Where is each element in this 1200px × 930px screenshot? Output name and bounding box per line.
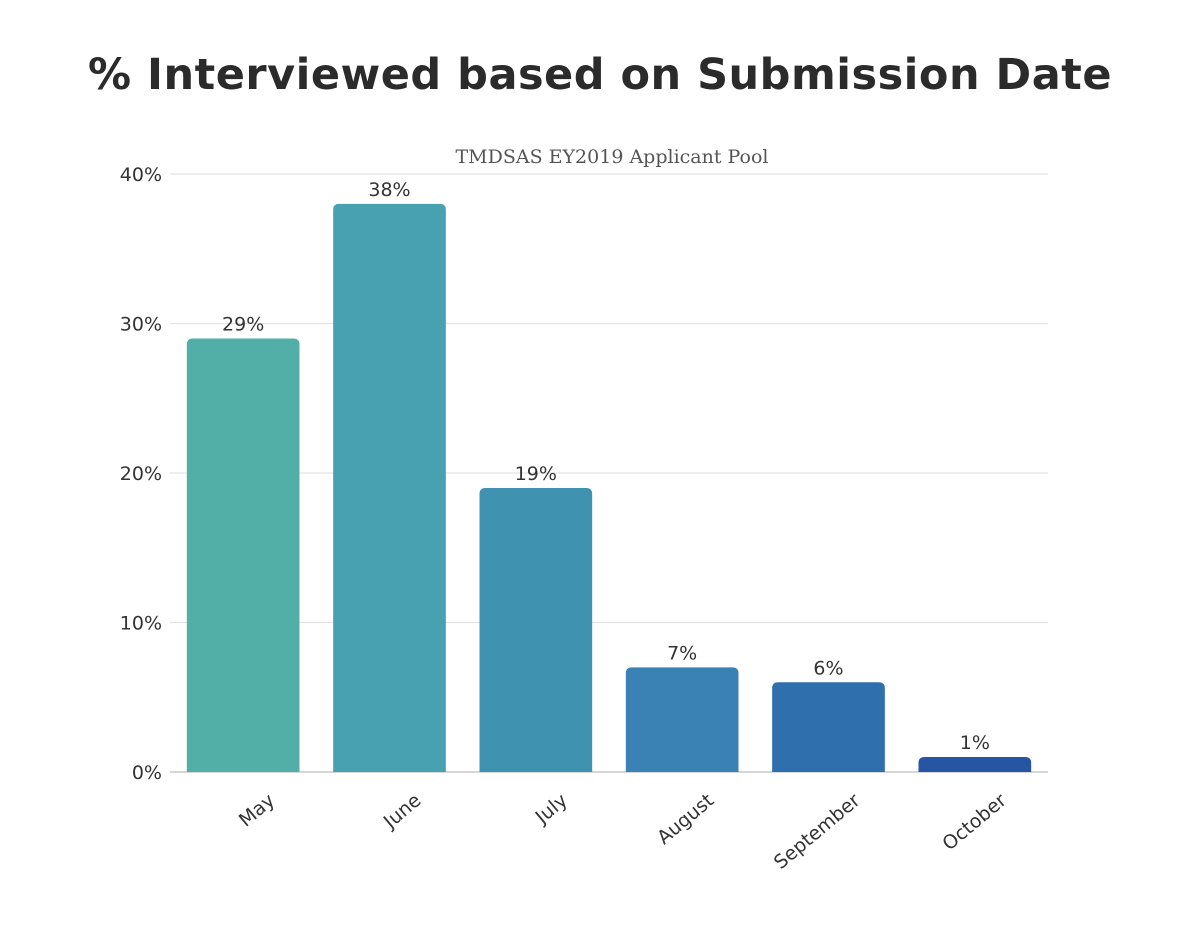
gridlines bbox=[170, 173, 1048, 773]
y-axis-tick-labels: 0% 10% 20% 30% 40% bbox=[120, 164, 162, 784]
data-label: 7% bbox=[667, 642, 697, 664]
chart-subtitle: TMDSAS EY2019 Applicant Pool bbox=[455, 146, 768, 168]
x-tick-label: August bbox=[653, 789, 718, 849]
x-tick-label: June bbox=[379, 789, 426, 833]
y-tick-label: 20% bbox=[120, 463, 162, 485]
bar-august bbox=[625, 667, 739, 772]
data-label: 38% bbox=[368, 179, 410, 201]
bars bbox=[186, 203, 1032, 772]
y-tick-label: 10% bbox=[120, 613, 162, 635]
data-label: 1% bbox=[960, 732, 990, 754]
bar-may bbox=[186, 338, 300, 772]
data-label: 19% bbox=[515, 463, 557, 485]
bar-september bbox=[772, 682, 885, 772]
x-tick-label: September bbox=[770, 789, 865, 873]
bar-october bbox=[918, 757, 1032, 772]
x-tick-label: October bbox=[938, 789, 1011, 855]
x-axis-tick-labels: May June July August September October bbox=[235, 789, 1011, 873]
data-labels: 29% 38% 19% 7% 6% 1% bbox=[222, 179, 990, 754]
data-label: 29% bbox=[222, 313, 264, 335]
y-tick-label: 30% bbox=[120, 314, 162, 336]
bar-july bbox=[479, 487, 593, 772]
y-tick-label: 0% bbox=[132, 762, 162, 784]
bar-june bbox=[333, 203, 446, 772]
chart-title: % Interviewed based on Submission Date bbox=[88, 50, 1112, 100]
y-tick-label: 40% bbox=[120, 164, 162, 186]
x-tick-label: July bbox=[531, 789, 572, 828]
data-label: 6% bbox=[813, 657, 843, 679]
x-tick-label: May bbox=[235, 789, 279, 831]
